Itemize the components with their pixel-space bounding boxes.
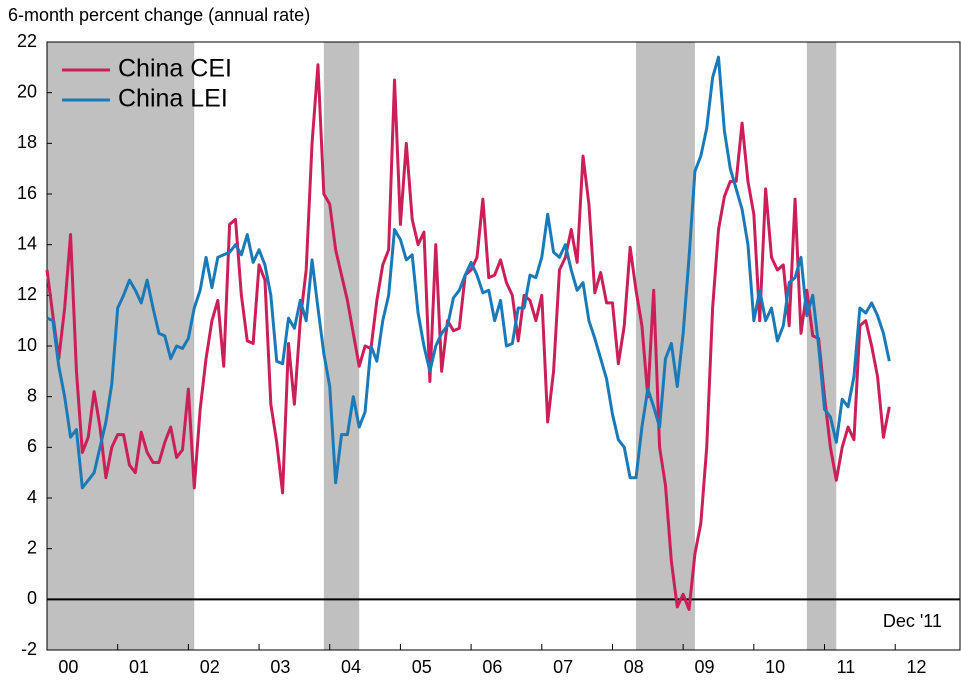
- y-tick-label: -2: [21, 639, 37, 659]
- x-tick-label: 08: [624, 657, 644, 677]
- x-tick-label: 03: [270, 657, 290, 677]
- y-tick-label: 14: [17, 233, 37, 253]
- x-tick-label: 01: [129, 657, 149, 677]
- x-tick-label: 04: [341, 657, 361, 677]
- legend-label: China CEI: [118, 55, 232, 83]
- x-tick-label: 06: [482, 657, 502, 677]
- shaded-period: [636, 42, 695, 650]
- y-tick-label: 0: [27, 588, 37, 608]
- x-tick-label: 09: [694, 657, 714, 677]
- y-tick-label: 6: [27, 436, 37, 456]
- axis-title: 6-month percent change (annual rate): [8, 5, 310, 25]
- y-tick-label: 2: [27, 537, 37, 557]
- y-tick-label: 4: [27, 487, 37, 507]
- series-line: [45, 63, 891, 611]
- shaded-period: [47, 42, 195, 650]
- x-tick-label: 12: [907, 657, 927, 677]
- series-line: [46, 55, 891, 490]
- shaded-period: [323, 42, 360, 650]
- y-tick-label: 22: [17, 31, 37, 51]
- y-tick-label: 16: [17, 183, 37, 203]
- y-tick-label: 20: [17, 81, 37, 101]
- y-tick-label: 10: [17, 335, 37, 355]
- x-tick-label: 00: [58, 657, 78, 677]
- x-tick-label: 11: [837, 657, 856, 677]
- y-tick-label: 18: [17, 132, 37, 152]
- annotation: Dec '11: [883, 611, 942, 631]
- y-tick-label: 12: [17, 284, 37, 304]
- x-tick-label: 07: [553, 657, 573, 677]
- shaded-period: [806, 42, 837, 650]
- x-tick-label: 10: [765, 657, 785, 677]
- y-tick-label: 8: [27, 385, 37, 405]
- x-tick-label: 02: [200, 657, 220, 677]
- x-tick-label: 05: [412, 657, 432, 677]
- legend-label: China LEI: [118, 85, 228, 113]
